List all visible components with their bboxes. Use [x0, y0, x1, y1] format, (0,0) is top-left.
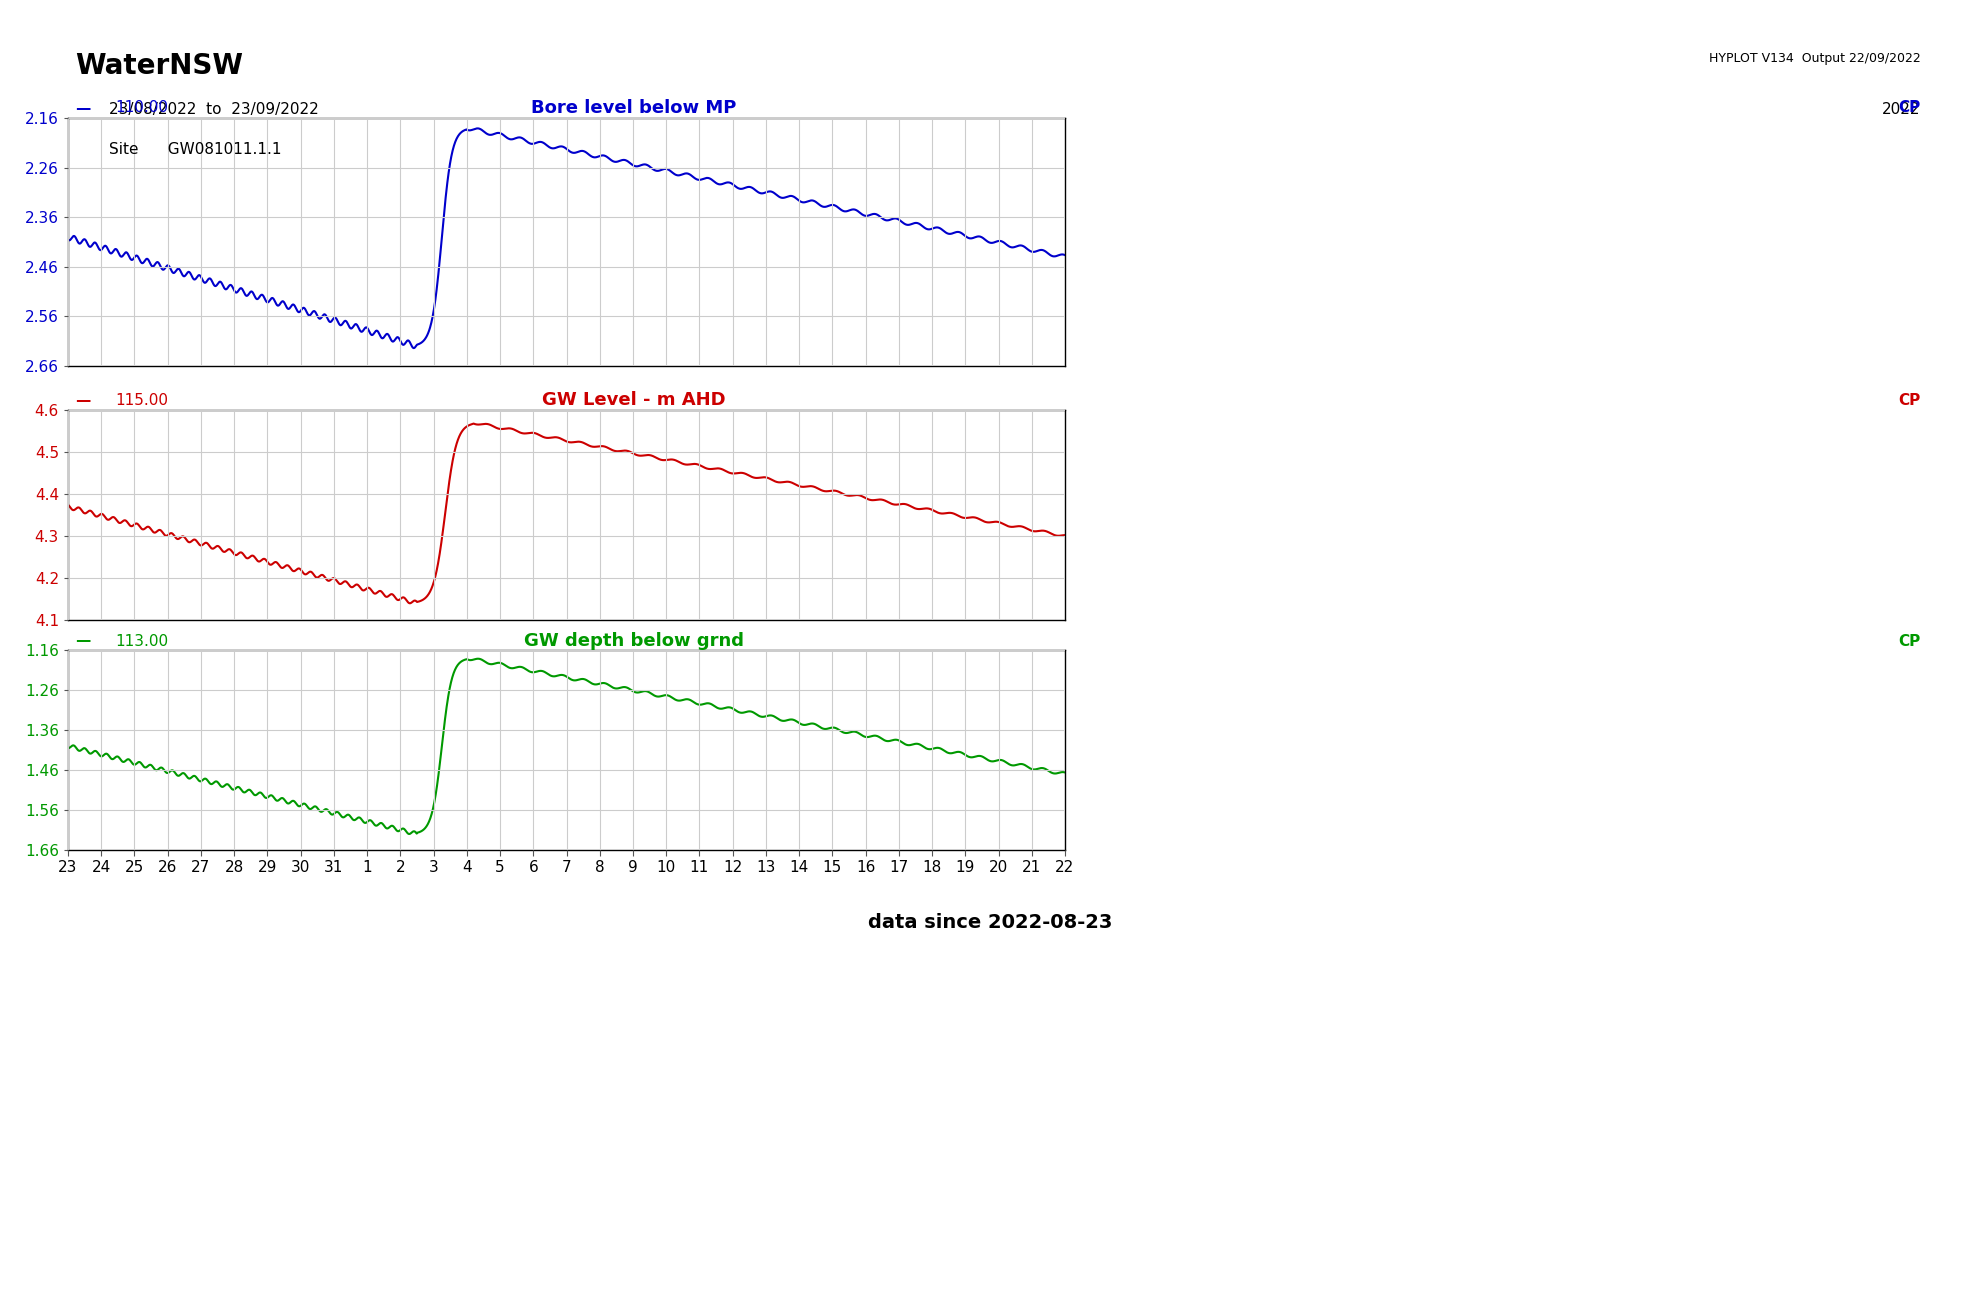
- Text: CP: CP: [1899, 101, 1921, 115]
- Text: —: —: [75, 634, 91, 648]
- Text: HYPLOT V134  Output 22/09/2022: HYPLOT V134 Output 22/09/2022: [1709, 52, 1921, 66]
- Text: CP: CP: [1899, 634, 1921, 648]
- Text: GW Level - m AHD: GW Level - m AHD: [543, 391, 725, 409]
- Text: Site      GW081011.1.1: Site GW081011.1.1: [109, 142, 281, 156]
- Text: 113.00: 113.00: [115, 634, 168, 648]
- Text: —: —: [75, 392, 91, 408]
- Text: WaterNSW: WaterNSW: [75, 52, 244, 80]
- Text: data since 2022-08-23: data since 2022-08-23: [867, 913, 1113, 932]
- Text: Bore level below MP: Bore level below MP: [531, 98, 737, 117]
- Text: GW depth below grnd: GW depth below grnd: [523, 632, 744, 649]
- Text: 115.00: 115.00: [115, 392, 168, 408]
- Text: CP: CP: [1899, 392, 1921, 408]
- Text: 2022: 2022: [1883, 102, 1921, 117]
- Text: 23/08/2022  to  23/09/2022: 23/08/2022 to 23/09/2022: [109, 102, 319, 117]
- Text: 110.00: 110.00: [115, 101, 168, 115]
- Text: —: —: [75, 101, 91, 115]
